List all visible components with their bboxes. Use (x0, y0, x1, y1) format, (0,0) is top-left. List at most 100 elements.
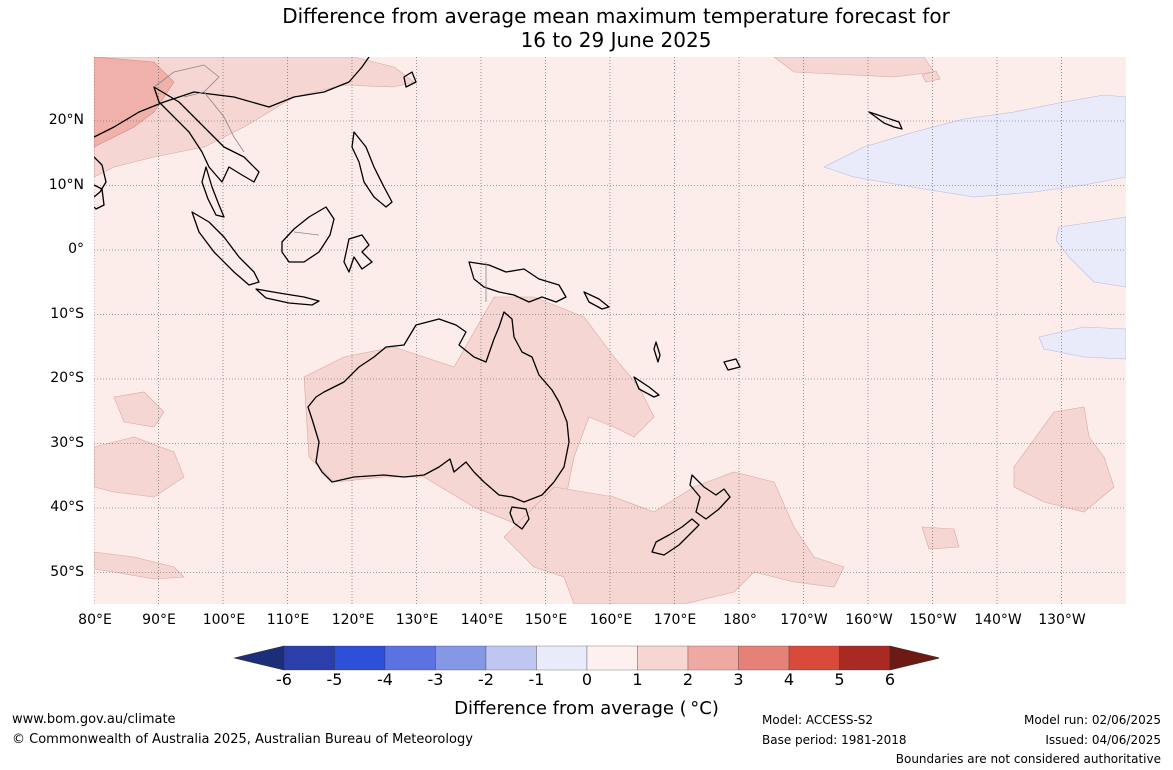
map-title: Difference from average mean maximum tem… (0, 4, 1173, 52)
coastline-malaysia-peninsula (201, 166, 225, 218)
lat-label-30s: 30°S (50, 434, 84, 451)
colorbar-tick: -5 (326, 670, 343, 689)
forecast-map (94, 57, 1126, 604)
lat-label-0: 0° (68, 241, 84, 257)
lon-label-90e: 90°E (142, 612, 176, 628)
lat-label-20s: 20°S (50, 370, 84, 386)
coastline-south-china (94, 57, 370, 138)
footer-issued: Issued: 04/06/2025 (1045, 733, 1161, 747)
colorbar-segment (788, 645, 840, 671)
coastline-sri-lanka (94, 184, 105, 210)
lat-label-20n: 20°N (48, 112, 84, 128)
lon-label-110e: 110°E (266, 612, 310, 628)
colorbar-extend-low (234, 645, 285, 671)
colorbar-segment (536, 645, 588, 671)
colorbar-tick: 1 (632, 670, 643, 689)
anomaly-region-north-pacific-2 (921, 70, 941, 83)
coastline-philippines (351, 131, 393, 208)
coastline-vanuatu (653, 341, 661, 363)
lon-label-140e: 140°E (460, 612, 504, 628)
country-borders (153, 64, 487, 302)
anomaly-region-small-1 (921, 526, 960, 550)
colorbar-segment (687, 645, 739, 671)
map-title-line1: Difference from average mean maximum tem… (282, 4, 950, 28)
footer-model-run: Model run: 02/06/2025 (1023, 713, 1161, 727)
colorbar-tick: 5 (834, 670, 845, 689)
coastline-hawaii (868, 111, 903, 130)
coastline-tasmania (509, 506, 530, 530)
lon-label-170w: 170°W (780, 612, 828, 628)
colorbar-segment (485, 645, 537, 671)
anomaly-region-indian-ocean (94, 436, 185, 498)
anomaly-region-strong (94, 57, 175, 148)
coastline-borneo (281, 206, 335, 263)
colorbar-segment (384, 645, 436, 671)
colorbar-tick: 0 (581, 670, 593, 689)
lon-label-160e: 160°E (589, 612, 633, 628)
footer-model: Model: ACCESS-S2 (762, 713, 874, 727)
colorbar-tick: -4 (377, 670, 393, 689)
anomaly-region-australia (303, 296, 655, 528)
colorbar-segment (839, 645, 891, 671)
map-canvas (94, 57, 1126, 604)
graticule (94, 57, 1126, 604)
colorbar-tick: -3 (427, 670, 444, 689)
coastline-sulawesi (343, 234, 373, 273)
coastline-indochina (153, 86, 260, 183)
footer-disclaimer: Boundaries are not considered authoritat… (895, 752, 1161, 766)
footer-base-period: Base period: 1981-2018 (762, 733, 907, 747)
coastline-solomons (583, 291, 610, 310)
colorbar-tick: 3 (733, 670, 744, 689)
lon-label-160w: 160°W (845, 612, 893, 628)
anomaly-region-indian-ocean-2 (113, 391, 165, 428)
footer-copyright: © Commonwealth of Australia 2025, Austra… (12, 732, 473, 747)
lat-label-10n: 10°N (48, 176, 84, 193)
lon-label-150e: 150°E (524, 612, 568, 628)
anomaly-region-cool-north (823, 94, 1126, 198)
colorbar-segments (234, 645, 939, 671)
colorbar-tick: -1 (528, 670, 545, 689)
colorbar (234, 645, 939, 671)
anomaly-region-cool-east (1055, 216, 1126, 288)
coastline-new-caledonia (633, 376, 660, 398)
coastlines (94, 57, 903, 556)
footer-url[interactable]: www.bom.gov.au/climate (12, 712, 176, 727)
colorbar-label: Difference from average ( °C) (454, 698, 719, 719)
lon-label-120e: 120°E (331, 612, 375, 628)
coastline-new-zealand-north (689, 474, 731, 520)
lon-label-100e: 100°E (202, 612, 246, 628)
coastline-new-guinea (468, 261, 567, 303)
coastline-new-zealand-south (651, 518, 700, 556)
coastline-japan (403, 71, 417, 88)
coastline-fiji (723, 358, 741, 371)
lon-label-130w: 130°W (1038, 612, 1086, 628)
lon-label-170e: 170°E (653, 612, 697, 628)
colorbar-extend-high (889, 645, 939, 671)
colorbar-segment (283, 645, 335, 671)
colorbar-segment (586, 645, 638, 671)
lat-label-40s: 40°S (50, 499, 84, 515)
lat-label-50s: 50°S (50, 563, 84, 580)
anomaly-region-north-pacific (773, 57, 935, 78)
colorbar-segment (435, 645, 487, 671)
lon-label-80e: 80°E (78, 612, 112, 628)
anomaly-region-east-pacific (1013, 406, 1115, 513)
colorbar-segment (637, 645, 689, 671)
colorbar-tick: -6 (276, 670, 292, 689)
lon-label-180: 180° (723, 612, 757, 628)
coastline-india-tip (94, 156, 107, 198)
lon-label-140w: 140°W (974, 612, 1022, 628)
colorbar-segment (334, 645, 386, 671)
map-title-line2: 16 to 29 June 2025 (520, 28, 712, 52)
colorbar-tick: -2 (478, 670, 494, 689)
coastline-java (255, 288, 320, 306)
coastline-australia (307, 311, 570, 503)
colorbar-tick: 4 (783, 670, 795, 689)
lat-label-10s: 10°S (50, 305, 84, 322)
lon-label-150w: 150°W (909, 612, 957, 628)
colorbar-tick: 2 (682, 670, 694, 689)
coastline-sumatra (191, 211, 260, 286)
anomaly-region-sw-corner (94, 551, 185, 580)
anomaly-region-cool-east-2 (1038, 326, 1126, 360)
lon-label-130e: 130°E (395, 612, 439, 628)
